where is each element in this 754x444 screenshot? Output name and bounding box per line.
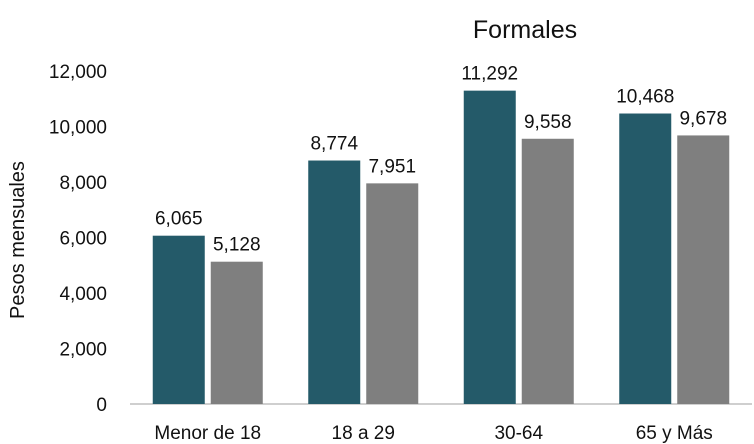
bar bbox=[308, 160, 361, 404]
bar bbox=[210, 261, 263, 404]
y-tick-label: 10,000 bbox=[49, 118, 107, 139]
y-axis-ticks: 0 2,000 4,000 6,000 8,000 10,000 12,000 bbox=[49, 62, 107, 416]
x-axis-ticks: Menor de 18 18 a 29 30-64 65 y Más bbox=[154, 423, 712, 444]
y-axis-label: Pesos mensuales bbox=[7, 161, 29, 319]
y-tick-label: 6,000 bbox=[59, 229, 107, 250]
data-label: 8,774 bbox=[310, 134, 358, 155]
x-tick-label: 30-64 bbox=[494, 423, 543, 444]
bar bbox=[619, 113, 672, 404]
bar bbox=[677, 135, 730, 405]
data-label: 9,678 bbox=[679, 108, 727, 129]
x-tick-label: 18 a 29 bbox=[332, 423, 395, 444]
bars bbox=[152, 90, 730, 405]
data-label: 5,128 bbox=[213, 235, 261, 256]
data-label: 9,558 bbox=[524, 112, 572, 133]
data-label: 6,065 bbox=[155, 209, 203, 230]
x-tick-label: Menor de 18 bbox=[154, 423, 261, 444]
data-label: 11,292 bbox=[461, 64, 518, 85]
bar bbox=[521, 138, 574, 404]
x-tick-label: 65 y Más bbox=[636, 423, 713, 444]
y-tick-label: 2,000 bbox=[59, 340, 107, 361]
data-label: 7,951 bbox=[368, 156, 416, 177]
y-tick-label: 0 bbox=[96, 395, 107, 416]
y-tick-label: 12,000 bbox=[49, 62, 107, 83]
chart-title: Formales bbox=[473, 16, 577, 44]
bar bbox=[366, 183, 419, 404]
data-label: 10,468 bbox=[616, 87, 674, 108]
bar bbox=[463, 90, 516, 404]
bar bbox=[152, 235, 205, 404]
y-tick-label: 8,000 bbox=[59, 173, 107, 194]
data-labels: 6,065 5,128 8,774 7,951 11,292 9,558 10,4689,6… bbox=[155, 64, 727, 256]
y-tick-label: 4,000 bbox=[59, 284, 107, 305]
